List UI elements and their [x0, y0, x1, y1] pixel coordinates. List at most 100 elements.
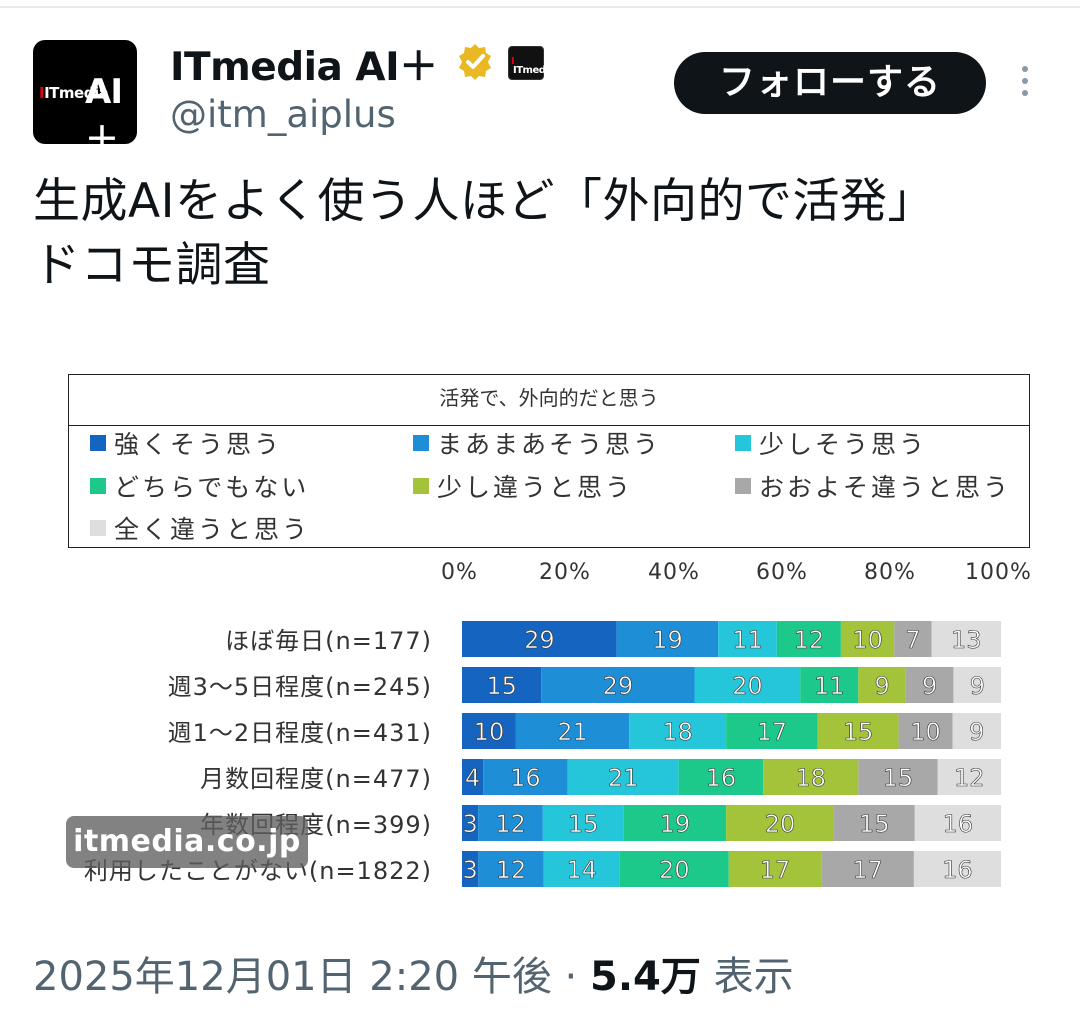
legend-label: 全く違うと思う [114, 515, 311, 544]
x-tick-label: 20% [539, 560, 591, 585]
data-label: 21 [608, 764, 639, 792]
data-label: 12 [495, 810, 526, 838]
data-label: 3 [462, 810, 477, 838]
data-label: 20 [732, 672, 763, 700]
legend-swatch [413, 435, 429, 451]
bar-segment [623, 805, 727, 841]
watermark: itmedia.co.jp [66, 816, 308, 868]
legend-label: 少しそう思う [759, 430, 928, 459]
data-label: 10 [474, 718, 505, 746]
affiliate-badge-icon[interactable]: I ITmedia [508, 46, 555, 80]
bar-segment [542, 805, 624, 841]
legend-item: 強くそう思う [90, 425, 282, 461]
bar-segment [718, 621, 777, 657]
account-handle[interactable]: @itm_aiplus [170, 93, 396, 136]
data-label: 7 [905, 626, 920, 654]
bar-segment [914, 805, 1001, 841]
bar-segment [462, 713, 516, 749]
data-label: 16 [706, 764, 737, 792]
x-tick-label: 0% [441, 560, 478, 585]
data-label: 15 [486, 672, 517, 700]
data-label: 15 [883, 764, 914, 792]
data-label: 9 [874, 672, 889, 700]
bar-segment [567, 759, 679, 795]
bar-segment [894, 621, 932, 657]
bar-segment [483, 759, 568, 795]
display-name[interactable]: ITmedia AI＋ [170, 45, 438, 90]
bar-segment [898, 713, 953, 749]
category-label: 週1～2日程度(n=431) [167, 719, 432, 747]
category-label: 月数回程度(n=477) [200, 765, 432, 793]
bar-segment [462, 621, 617, 657]
bar-segment [776, 621, 841, 657]
data-label: 11 [814, 672, 845, 700]
data-label: 17 [757, 718, 788, 746]
bar-segment [726, 713, 818, 749]
legend-swatch [735, 478, 751, 494]
x-tick-label: 80% [864, 560, 916, 585]
x-tick-label: 60% [756, 560, 808, 585]
data-label: 18 [795, 764, 826, 792]
data-label: 9 [970, 672, 985, 700]
bar-segment [800, 667, 859, 703]
data-label: 9 [969, 718, 984, 746]
verified-badge-icon [459, 44, 491, 80]
bar-segment [515, 713, 630, 749]
data-label: 21 [557, 718, 588, 746]
legend-item: 少し違うと思う [413, 468, 633, 504]
bar-segment [462, 667, 542, 703]
legend-item: 全く違うと思う [90, 510, 310, 546]
avatar[interactable]: IITmedia AI＋ [33, 40, 137, 144]
data-label: 10 [910, 718, 941, 746]
data-label: 12 [496, 856, 527, 884]
bar-segment [478, 851, 544, 887]
follow-button[interactable]: フォローする [674, 52, 986, 114]
data-label: 16 [943, 810, 974, 838]
legend-label: どちらでもない [114, 473, 310, 502]
bar-segment [821, 851, 914, 887]
legend-label: まあまあそう思う [437, 430, 662, 459]
bar-segment [543, 851, 620, 887]
data-label: 13 [951, 626, 982, 654]
data-label: 19 [660, 810, 691, 838]
bar-segment [629, 713, 727, 749]
bar-segment [678, 759, 764, 795]
bar-segment [462, 851, 479, 887]
bar-segment [858, 759, 938, 795]
view-count: 5.4万 [590, 954, 701, 1000]
bar-segment [694, 667, 801, 703]
data-label: 3 [463, 856, 478, 884]
bar-segment [913, 851, 1001, 887]
legend-item: まあまあそう思う [413, 425, 661, 461]
data-label: 15 [568, 810, 599, 838]
data-label: 19 [652, 626, 683, 654]
bar-segment [858, 667, 906, 703]
legend-label: 少し違うと思う [437, 473, 634, 502]
bar-segment [953, 667, 1001, 703]
bar-segment [462, 805, 479, 841]
bar-segment [763, 759, 859, 795]
legend-label: 強くそう思う [114, 430, 283, 459]
bar-segment [937, 759, 1001, 795]
data-label: 15 [843, 718, 874, 746]
bar-segment [616, 621, 719, 657]
chart-legend: 活発で、外向的だと思う [68, 374, 1030, 548]
data-label: 29 [524, 626, 555, 654]
chart-title: 活発で、外向的だと思う [69, 375, 1029, 426]
data-label: 14 [567, 856, 598, 884]
bar-segment [541, 667, 695, 703]
top-divider [0, 6, 1080, 8]
timestamp[interactable]: 2025年12月01日 2:20 午後 · 5.4万 表示 [33, 944, 794, 1002]
bar-segment [833, 805, 915, 841]
bar-segment [478, 805, 543, 841]
data-label: 12 [794, 626, 825, 654]
avatar-logo-big: AI＋ [85, 72, 123, 144]
more-options-icon[interactable] [1017, 66, 1033, 102]
bar-segment [726, 805, 834, 841]
data-label: 11 [732, 626, 763, 654]
tweet-text: 生成AIをよく使う人ほど「外向的で活発」 ドコモ調査 [33, 170, 1043, 298]
view-count-suffix: 表示 [700, 954, 794, 1000]
bar-segment [462, 759, 484, 795]
data-label: 17 [760, 856, 791, 884]
